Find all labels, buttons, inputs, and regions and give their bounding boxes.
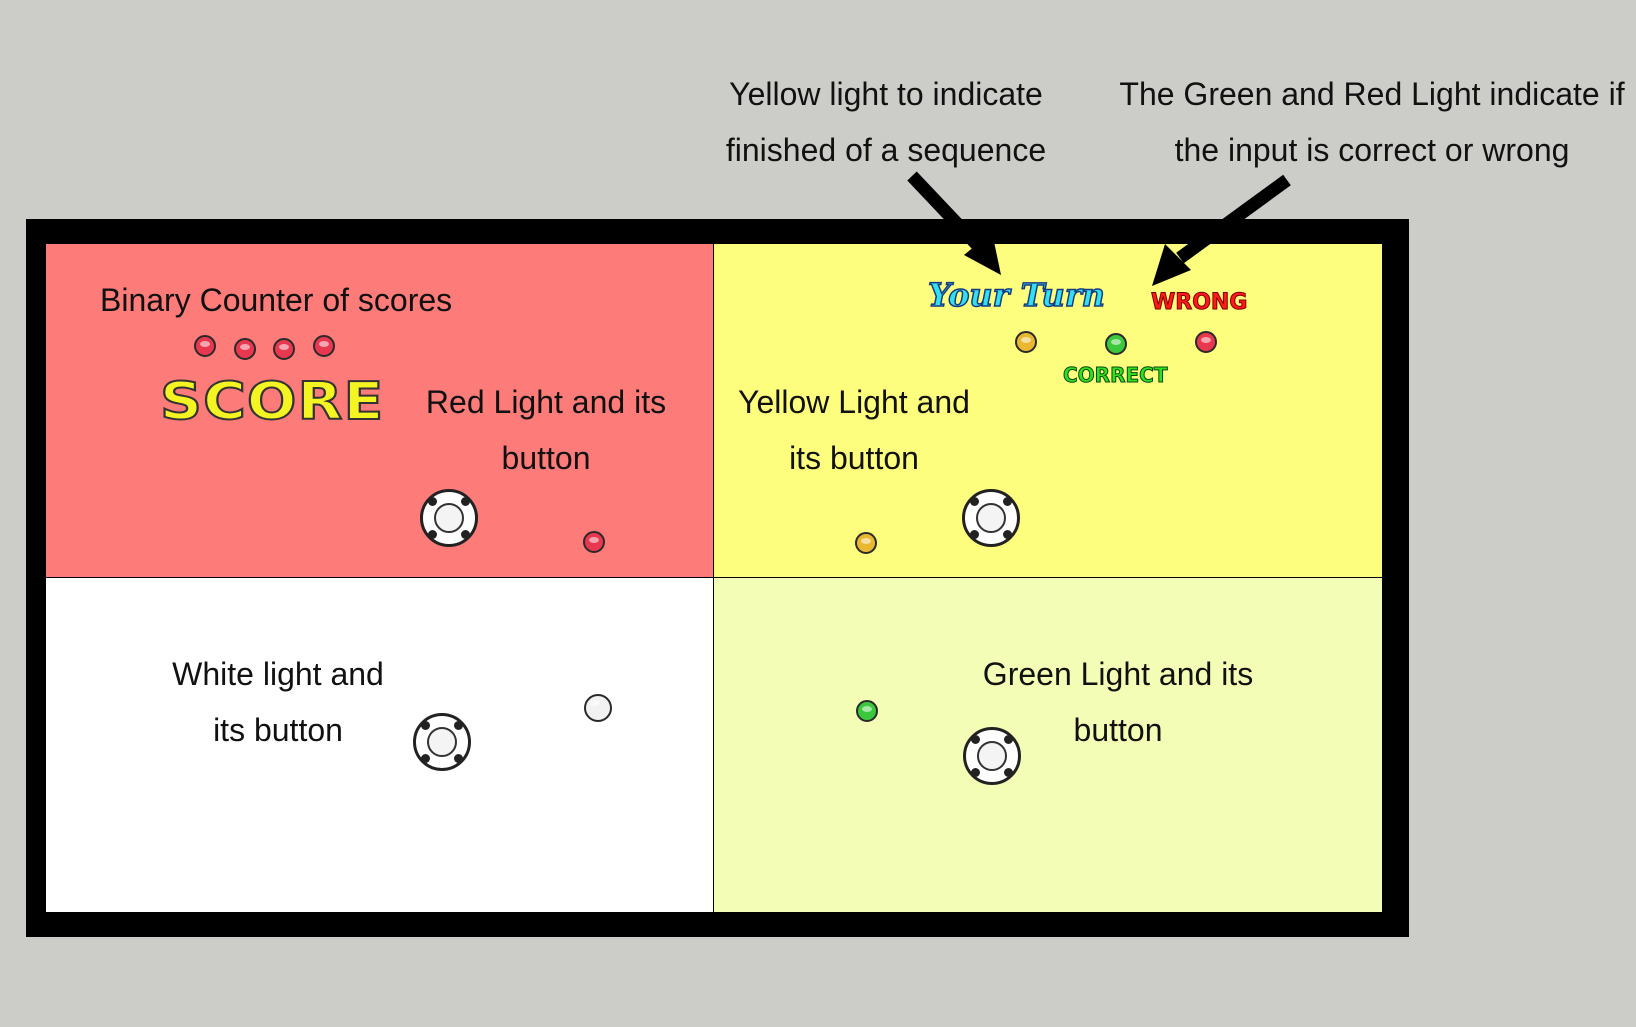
yellow-push-button[interactable]	[962, 489, 1020, 547]
wrong-label: WRONG	[1150, 290, 1248, 316]
button-leg	[970, 497, 979, 506]
counter-led-1	[194, 335, 216, 357]
green-red-indicator-note-line1: The Green and Red Light indicate if	[1119, 76, 1625, 112]
white-push-button[interactable]	[413, 713, 471, 771]
button-leg	[1003, 530, 1012, 539]
green-light-label-line1: Green Light and its	[982, 656, 1254, 692]
red-light-label-line2: button	[501, 440, 591, 476]
counter-led-4	[313, 335, 335, 357]
white-push-button-cap	[427, 727, 457, 757]
green-red-indicator-note: The Green and Red Light indicate if the …	[1108, 66, 1636, 178]
green-led	[856, 700, 878, 722]
red-quadrant	[46, 244, 713, 577]
yellow-light-label: Yellow Light and its button	[734, 374, 974, 486]
white-light-label-line2: its button	[213, 712, 343, 748]
correct-label: CORRECT	[1062, 363, 1168, 388]
green-quadrant	[714, 578, 1382, 912]
yellow-indicator-note-line1: Yellow light to indicate	[729, 76, 1043, 112]
correct-green-led	[1105, 333, 1127, 355]
wrong-red-led	[1195, 331, 1217, 353]
sequence-yellow-led	[1015, 331, 1037, 353]
yellow-light-label-line1: Yellow Light and	[738, 384, 970, 420]
button-leg	[454, 754, 463, 763]
button-leg	[454, 721, 463, 730]
button-leg	[971, 735, 980, 744]
white-quadrant	[46, 578, 713, 912]
button-leg	[1004, 735, 1013, 744]
your-turn-label: Your Turn	[927, 275, 1105, 315]
yellow-light-label-line2: its button	[789, 440, 919, 476]
button-leg	[421, 754, 430, 763]
red-push-button[interactable]	[420, 489, 478, 547]
counter-led-3	[273, 338, 295, 360]
score-logo: SCORE	[159, 371, 385, 433]
green-red-indicator-note-line2: the input is correct or wrong	[1174, 132, 1570, 168]
white-light-label: White light and its button	[158, 646, 398, 758]
yellow-indicator-note-line2: finished of a sequence	[725, 132, 1047, 168]
yellow-quadrant	[714, 244, 1382, 577]
button-leg	[428, 530, 437, 539]
button-leg	[461, 530, 470, 539]
white-light-label-line1: White light and	[172, 656, 384, 692]
green-light-label: Green Light and its button	[968, 646, 1268, 758]
button-leg	[970, 530, 979, 539]
button-leg	[1003, 497, 1012, 506]
counter-led-2	[234, 338, 256, 360]
white-led	[584, 694, 612, 722]
red-led	[583, 531, 605, 553]
button-leg	[428, 497, 437, 506]
red-light-label-line1: Red Light and its	[425, 384, 667, 420]
green-light-label-line2: button	[1073, 712, 1163, 748]
yellow-led	[855, 532, 877, 554]
button-leg	[421, 721, 430, 730]
green-push-button-cap	[977, 741, 1007, 771]
green-push-button[interactable]	[963, 727, 1021, 785]
binary-counter-label: Binary Counter of scores	[100, 282, 453, 318]
button-leg	[1004, 768, 1013, 777]
yellow-indicator-note: Yellow light to indicate finished of a s…	[700, 66, 1072, 178]
yellow-push-button-cap	[976, 503, 1006, 533]
red-light-label: Red Light and its button	[420, 374, 672, 486]
red-push-button-cap	[434, 503, 464, 533]
button-leg	[971, 768, 980, 777]
button-leg	[461, 497, 470, 506]
